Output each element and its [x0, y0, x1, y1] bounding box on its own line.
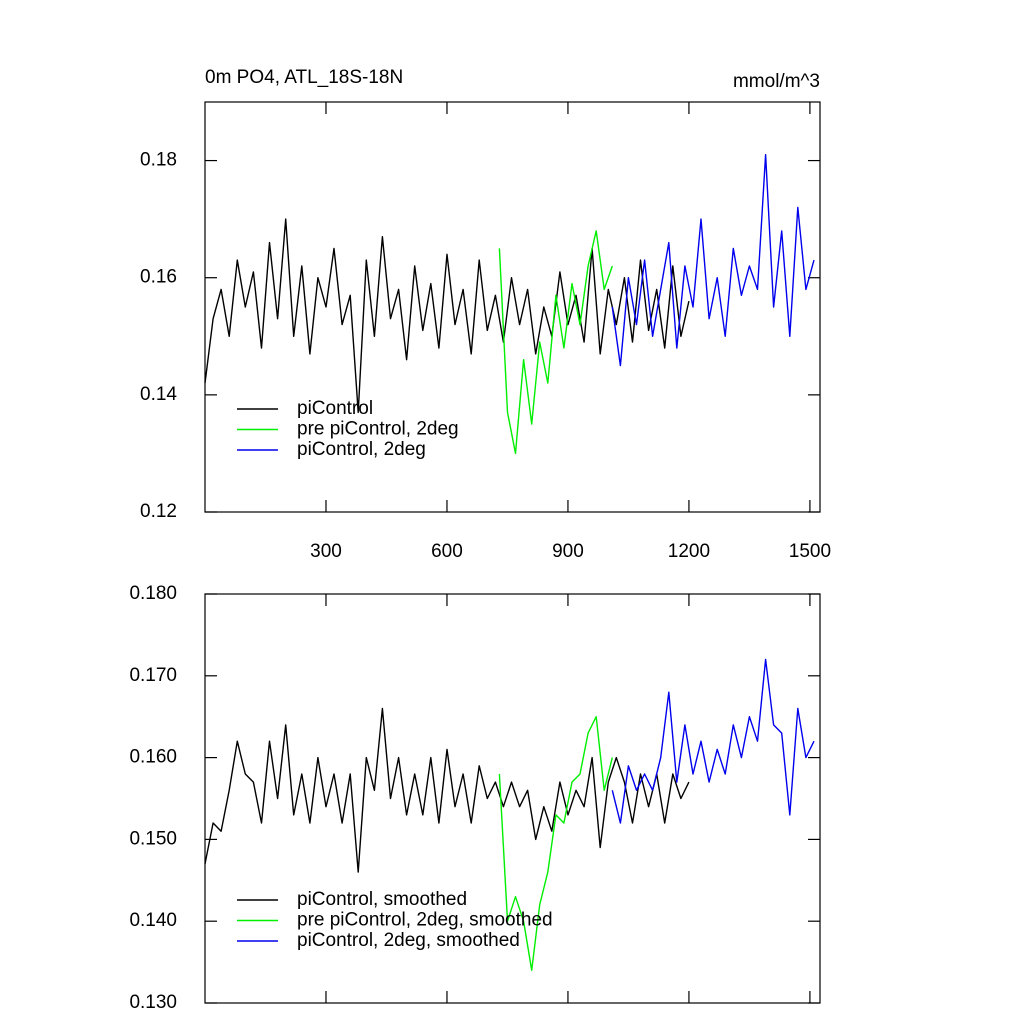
legend-label: pre piControl, 2deg	[297, 419, 459, 440]
legend-label: pre piControl, 2deg, smoothed	[297, 910, 553, 931]
y-tick-label: 0.14	[140, 384, 177, 405]
y-tick-label: 0.170	[129, 665, 177, 686]
x-tick-label: 1200	[668, 541, 710, 562]
y-tick-label: 0.150	[129, 828, 177, 849]
y-tick-label: 0.16	[140, 267, 177, 288]
chart-title: 0m PO4, ATL_18S-18N	[205, 67, 403, 88]
legend-label: piControl	[297, 398, 373, 419]
x-tick-label: 1500	[789, 541, 831, 562]
plot-frame	[204, 593, 821, 1004]
x-tick-label: 900	[552, 541, 584, 562]
legend-label: piControl, 2deg, smoothed	[297, 930, 520, 951]
y-tick-label: 0.180	[129, 583, 177, 604]
data-line	[611, 154, 815, 367]
data-line	[204, 707, 690, 873]
legend-label: piControl, 2deg	[297, 439, 426, 460]
plot-frame	[204, 101, 821, 513]
data-line	[498, 716, 613, 971]
y-tick-label: 0.160	[129, 747, 177, 768]
data-line	[611, 658, 815, 824]
data-line	[498, 230, 613, 455]
x-tick-label: 300	[310, 541, 342, 562]
y-tick-label: 0.12	[140, 501, 177, 522]
y-tick-label: 0.140	[129, 910, 177, 931]
units-label: mmol/m^3	[733, 71, 820, 92]
legend-label: piControl, smoothed	[297, 889, 467, 910]
y-tick-label: 0.130	[129, 992, 177, 1013]
y-tick-label: 0.18	[140, 150, 177, 171]
x-tick-label: 600	[431, 541, 463, 562]
data-line	[204, 218, 690, 414]
